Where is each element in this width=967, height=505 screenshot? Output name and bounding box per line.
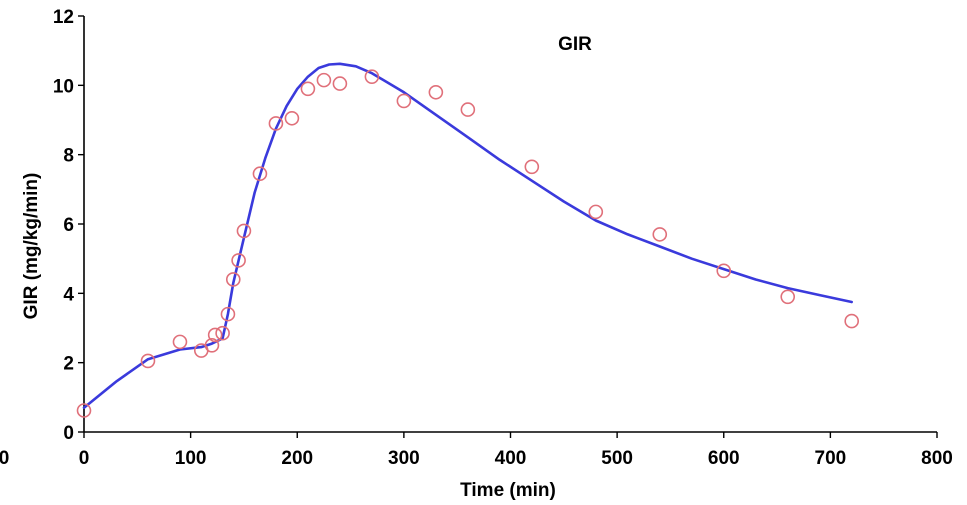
data-point bbox=[252, 166, 268, 182]
y-axis-title: GIR (mg/kg/min) bbox=[21, 173, 42, 320]
x-tick-label: 300 bbox=[388, 448, 420, 469]
data-point bbox=[524, 159, 540, 175]
data-point bbox=[780, 289, 796, 305]
data-point bbox=[652, 227, 668, 242]
x-tick-label: 600 bbox=[708, 448, 740, 469]
y-tick-label: 12 bbox=[53, 7, 74, 28]
data-point bbox=[236, 223, 252, 239]
data-point bbox=[268, 116, 284, 131]
ticks: 0 100 200 300 400 500 600 700 800 0 2 4 6 8 10 12 bbox=[53, 7, 953, 469]
x-tick-label: 100 bbox=[175, 448, 207, 469]
data-point bbox=[716, 263, 732, 279]
x-tick-label: 500 bbox=[601, 448, 633, 469]
stray-tick-label: 0 bbox=[0, 448, 9, 469]
data-point bbox=[316, 72, 332, 88]
y-tick-label: 10 bbox=[53, 76, 74, 97]
data-point bbox=[332, 76, 348, 91]
data-point bbox=[396, 93, 412, 109]
x-tick-label: 400 bbox=[495, 448, 527, 469]
data-point bbox=[300, 81, 316, 97]
x-tick-label: 800 bbox=[921, 448, 953, 469]
y-tick-label: 2 bbox=[63, 354, 74, 375]
chart-title: GIR bbox=[558, 34, 592, 55]
x-tick-label: 700 bbox=[815, 448, 847, 469]
data-point bbox=[460, 102, 476, 117]
data-point bbox=[204, 338, 220, 353]
y-tick-label: 4 bbox=[63, 284, 74, 305]
axes bbox=[83, 16, 937, 433]
data-point bbox=[284, 110, 300, 126]
data-point bbox=[231, 253, 246, 268]
data-point bbox=[428, 84, 444, 100]
data-point bbox=[76, 403, 92, 418]
data-point bbox=[364, 69, 380, 84]
data-point bbox=[215, 325, 230, 341]
data-point bbox=[140, 353, 156, 369]
data-point bbox=[588, 204, 604, 220]
x-axis-title: Time (min) bbox=[460, 480, 556, 500]
y-tick-label: 6 bbox=[63, 215, 74, 236]
data-point bbox=[844, 313, 860, 329]
data-point bbox=[220, 306, 236, 322]
x-tick-label: 0 bbox=[79, 448, 90, 469]
marks bbox=[76, 62, 860, 418]
y-tick-label: 8 bbox=[63, 146, 74, 167]
data-point bbox=[207, 327, 223, 343]
x-tick-label: 200 bbox=[281, 448, 313, 469]
data-point bbox=[172, 334, 188, 350]
data-point bbox=[225, 272, 241, 287]
y-tick-label: 0 bbox=[63, 423, 74, 444]
